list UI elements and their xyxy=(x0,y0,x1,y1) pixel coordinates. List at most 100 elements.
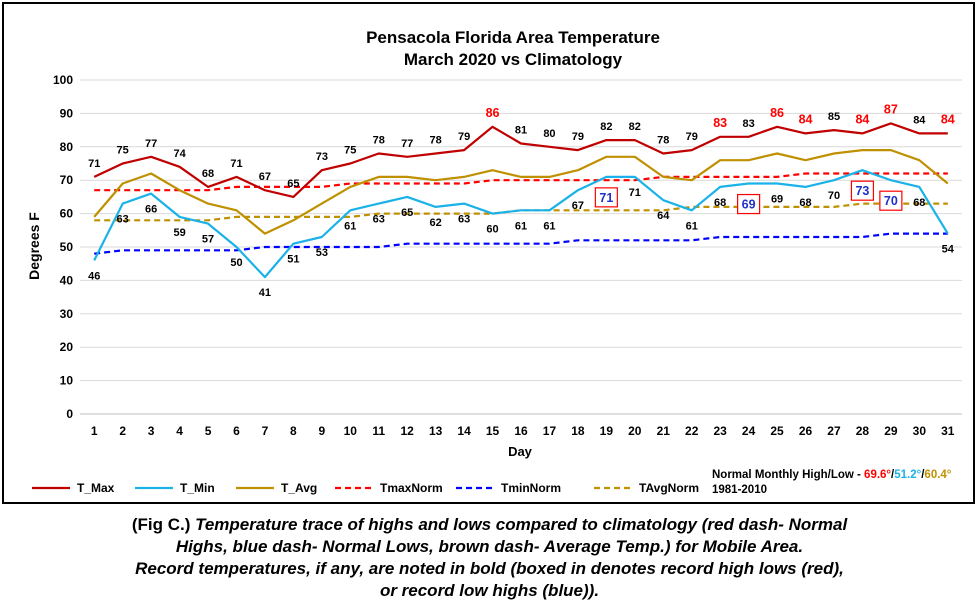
x-tick-label: 6 xyxy=(233,424,240,438)
min-data-label: 51 xyxy=(287,254,299,266)
series-line-t_min xyxy=(93,169,949,279)
caption-line-1: Temperature trace of highs and lows comp… xyxy=(195,515,848,534)
legend-label: T_Avg xyxy=(281,481,317,495)
x-tick-label: 22 xyxy=(685,424,699,438)
y-axis-label: Degrees F xyxy=(26,212,42,280)
x-tick-label: 28 xyxy=(856,424,870,438)
min-data-label: 68 xyxy=(714,197,726,209)
max-data-label: 77 xyxy=(401,138,413,150)
x-tick-label: 21 xyxy=(657,424,671,438)
x-tick-labels: 1 2 3 4 5 6 7 8 9 10 11 12 13 14 15 16 17 18 19 20 21 22 23 24 2… xyxy=(91,424,955,438)
data-labels: 71 75 77 74 68 71 67 65 73 75 78 77 78 79 86 81 80 79 82 82… xyxy=(88,102,955,299)
caption-line-3: Record temperatures, if any, are noted i… xyxy=(135,559,844,578)
x-tick-label: 15 xyxy=(486,424,500,438)
normals-period: 1981-2010 xyxy=(712,484,767,496)
min-data-label: 50 xyxy=(230,257,242,269)
min-data-label: 46 xyxy=(88,270,100,282)
min-data-label: 71 xyxy=(599,191,613,205)
x-tick-label: 10 xyxy=(344,424,358,438)
legend: T_Max T_Min T_Avg TmaxNorm TminNorm TAvgNorm xyxy=(32,481,699,495)
x-tick-label: 4 xyxy=(176,424,183,438)
min-data-label: 62 xyxy=(430,217,442,229)
min-data-label: 69 xyxy=(742,198,756,212)
normals-low: 51.2° xyxy=(894,469,921,481)
max-data-label: 82 xyxy=(600,121,612,133)
y-tick-label: 0 xyxy=(66,407,73,421)
normals-note-label: Normal Monthly High/Low - xyxy=(712,469,864,481)
min-data-label: 61 xyxy=(686,220,698,232)
x-tick-label: 9 xyxy=(318,424,325,438)
x-tick-label: 25 xyxy=(770,424,784,438)
max-data-label: 67 xyxy=(259,171,271,183)
normals-sep-1: / xyxy=(891,469,895,481)
max-data-label: 80 xyxy=(543,128,555,140)
min-data-label: 68 xyxy=(913,197,925,209)
x-tick-label: 29 xyxy=(884,424,898,438)
min-data-label: 59 xyxy=(173,227,185,239)
max-data-label: 85 xyxy=(828,111,840,123)
x-tick-label: 19 xyxy=(600,424,614,438)
x-axis-label: Day xyxy=(508,444,533,459)
max-data-label: 86 xyxy=(486,106,500,120)
legend-label: T_Min xyxy=(180,481,215,495)
max-data-label: 81 xyxy=(515,124,527,136)
x-tick-label: 30 xyxy=(913,424,927,438)
normals-sep-2: / xyxy=(921,469,925,481)
max-data-label: 75 xyxy=(117,145,129,157)
max-data-label: 84 xyxy=(913,114,926,126)
min-data-label: 70 xyxy=(828,190,840,202)
max-data-label: 79 xyxy=(686,131,698,143)
min-data-label: 65 xyxy=(401,207,413,219)
max-data-label: 82 xyxy=(629,121,641,133)
max-data-label: 75 xyxy=(344,145,356,157)
max-data-label: 79 xyxy=(458,131,470,143)
x-tick-label: 14 xyxy=(457,424,471,438)
caption-line-4: or record low highs (blue)). xyxy=(379,581,600,600)
min-data-label: 66 xyxy=(145,204,157,216)
max-data-label: 84 xyxy=(941,112,955,126)
normals-high: 69.6° xyxy=(864,469,891,481)
y-tick-label: 30 xyxy=(60,307,74,321)
record-box xyxy=(594,187,618,208)
min-data-label: 61 xyxy=(543,220,555,232)
series-lines xyxy=(93,122,949,279)
x-tick-label: 20 xyxy=(628,424,642,438)
x-tick-label: 8 xyxy=(290,424,297,438)
min-data-label: 41 xyxy=(259,287,271,299)
min-data-label: 63 xyxy=(373,214,385,226)
x-tick-label: 13 xyxy=(429,424,443,438)
max-data-label: 79 xyxy=(572,131,584,143)
max-data-label: 65 xyxy=(287,178,299,190)
normals-note: Normal Monthly High/Low - 69.6°/51.2°/60… xyxy=(712,469,952,496)
max-data-label: 87 xyxy=(884,102,898,116)
normals-avg: 60.4° xyxy=(924,469,951,481)
y-tick-label: 70 xyxy=(60,173,74,187)
series-line-t_max xyxy=(93,122,948,198)
max-data-label: 78 xyxy=(373,134,385,146)
max-data-label: 83 xyxy=(742,118,754,130)
series-line-tminnorm xyxy=(94,232,948,255)
x-tick-label: 17 xyxy=(543,424,557,438)
x-tick-label: 31 xyxy=(941,424,955,438)
min-data-label: 53 xyxy=(316,247,328,259)
min-data-label: 60 xyxy=(486,224,498,236)
max-data-label: 83 xyxy=(713,116,727,130)
y-tick-label: 100 xyxy=(53,73,73,87)
x-tick-label: 5 xyxy=(205,424,212,438)
max-data-label: 86 xyxy=(770,106,784,120)
y-tick-labels: 0 10 20 30 40 50 60 70 80 90 100 xyxy=(53,73,73,421)
max-data-label: 78 xyxy=(430,134,442,146)
x-tick-label: 18 xyxy=(571,424,585,438)
y-tick-label: 10 xyxy=(60,374,74,388)
max-data-label: 68 xyxy=(202,168,214,180)
x-tick-label: 1 xyxy=(91,424,98,438)
series-line-tmaxnorm xyxy=(94,172,948,192)
x-tick-label: 11 xyxy=(372,424,385,438)
max-data-label: 73 xyxy=(316,151,328,163)
y-tick-label: 40 xyxy=(60,273,74,287)
max-data-label: 78 xyxy=(657,134,669,146)
max-data-label: 71 xyxy=(88,158,100,170)
max-data-label: 77 xyxy=(145,138,157,150)
x-tick-label: 26 xyxy=(799,424,813,438)
series-line-tavgnorm xyxy=(94,202,948,222)
